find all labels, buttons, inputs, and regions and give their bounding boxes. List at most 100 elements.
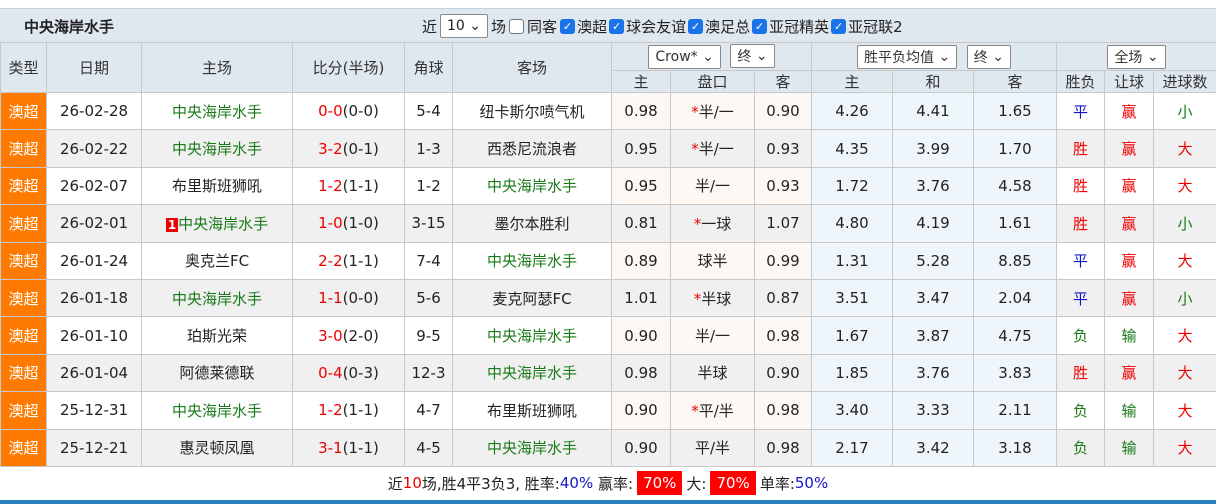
- match-row[interactable]: 澳超 26-02-28 中央海岸水手 0-0(0-0) 5-4 纽卡斯尔喷气机 …: [0, 91, 1216, 131]
- away-team[interactable]: 中央海岸水手: [452, 428, 612, 467]
- handicap-away-odds: 0.99: [754, 241, 812, 280]
- match-row[interactable]: 澳超 26-01-04 阿德莱德联 0-4(0-3) 12-3 中央海岸水手 0…: [0, 353, 1216, 393]
- score[interactable]: 3-0(2-0): [292, 316, 405, 355]
- subcol-header: 胜负: [1056, 70, 1105, 93]
- away-team-name[interactable]: 西悉尼流浪者: [486, 140, 577, 159]
- league-type[interactable]: 澳超: [0, 391, 47, 430]
- away-team-name[interactable]: 中央海岸水手: [486, 177, 577, 196]
- away-team[interactable]: 纽卡斯尔喷气机: [452, 91, 612, 131]
- home-team-name[interactable]: 奥克兰FC: [184, 252, 250, 271]
- score[interactable]: 2-2(1-1): [292, 241, 405, 280]
- home-team-name[interactable]: 惠灵顿凤凰: [179, 439, 255, 458]
- score[interactable]: 0-4(0-3): [292, 353, 405, 393]
- league-type[interactable]: 澳超: [0, 353, 47, 393]
- score[interactable]: 1-2(1-1): [292, 166, 405, 206]
- home-team-name[interactable]: 珀斯光荣: [186, 327, 247, 346]
- home-team-name[interactable]: 阿德莱德联: [179, 364, 255, 383]
- half-score: (1-1): [342, 401, 379, 420]
- league-type[interactable]: 澳超: [0, 204, 47, 243]
- star-mark: *: [691, 401, 699, 420]
- corners: 1-3: [404, 129, 453, 168]
- match-row[interactable]: 澳超 25-12-21 惠灵顿凤凰 3-1(1-1) 4-5 中央海岸水手 0.…: [0, 428, 1216, 467]
- match-date: 26-01-04: [46, 353, 142, 393]
- match-row[interactable]: 澳超 26-01-10 珀斯光荣 3-0(2-0) 9-5 中央海岸水手 0.9…: [0, 316, 1216, 355]
- odds-home: 3.40: [811, 391, 893, 430]
- company-select[interactable]: Crow* ⌄: [648, 45, 721, 69]
- odds-home: 4.35: [811, 129, 893, 168]
- away-team-name[interactable]: 纽卡斯尔喷气机: [479, 102, 585, 121]
- away-team-name[interactable]: 麦克阿瑟FC: [492, 289, 572, 308]
- away-team-name[interactable]: 中央海岸水手: [486, 327, 577, 346]
- away-team[interactable]: 麦克阿瑟FC: [452, 278, 612, 318]
- away-team[interactable]: 中央海岸水手: [452, 241, 612, 280]
- match-row[interactable]: 澳超 26-02-07 布里斯班狮吼 1-2(1-1) 1-2 中央海岸水手 0…: [0, 166, 1216, 206]
- away-team-name[interactable]: 布里斯班狮吼: [486, 401, 577, 420]
- score[interactable]: 3-1(1-1): [292, 428, 405, 467]
- final-select-1[interactable]: 终 ⌄: [730, 44, 775, 68]
- league-type[interactable]: 澳超: [0, 316, 47, 355]
- score[interactable]: 1-0(1-0): [292, 204, 405, 243]
- home-team[interactable]: 阿德莱德联: [141, 353, 293, 393]
- score[interactable]: 1-1(0-0): [292, 278, 405, 318]
- score[interactable]: 0-0(0-0): [292, 91, 405, 131]
- league-type[interactable]: 澳超: [0, 129, 47, 168]
- home-team[interactable]: 珀斯光荣: [141, 316, 293, 355]
- handicap-line-text: 平/半: [694, 439, 731, 458]
- match-row[interactable]: 澳超 26-01-24 奥克兰FC 2-2(1-1) 7-4 中央海岸水手 0.…: [0, 241, 1216, 280]
- score[interactable]: 1-2(1-1): [292, 391, 405, 430]
- match-row[interactable]: 澳超 25-12-31 中央海岸水手 1-2(1-1) 4-7 布里斯班狮吼 0…: [0, 391, 1216, 430]
- result-handicap: 赢: [1104, 91, 1154, 131]
- away-team-name[interactable]: 中央海岸水手: [486, 439, 577, 458]
- league-label: 球会友谊: [626, 17, 687, 36]
- league-type[interactable]: 澳超: [0, 278, 47, 318]
- away-team[interactable]: 中央海岸水手: [452, 353, 612, 393]
- final-select-2[interactable]: 终 ⌄: [966, 44, 1011, 69]
- corners: 4-5: [404, 428, 453, 467]
- result-handicap: 输: [1104, 391, 1154, 430]
- home-team[interactable]: 中央海岸水手: [141, 129, 293, 168]
- scope-select[interactable]: 全场 ⌄: [1107, 44, 1166, 69]
- subcol-header: 和: [892, 70, 974, 93]
- same-guest-checkbox[interactable]: [509, 18, 525, 34]
- league-type[interactable]: 澳超: [0, 166, 47, 206]
- home-team-name[interactable]: 中央海岸水手: [171, 140, 262, 159]
- home-team[interactable]: 布里斯班狮吼: [141, 166, 293, 206]
- league-checkbox[interactable]: ✓: [560, 18, 576, 34]
- home-team-name[interactable]: 中央海岸水手: [171, 401, 262, 420]
- home-team[interactable]: 惠灵顿凤凰: [141, 428, 293, 467]
- home-team[interactable]: 中央海岸水手: [141, 91, 293, 131]
- away-team-name[interactable]: 中央海岸水手: [486, 364, 577, 383]
- count-select[interactable]: 10 ⌄: [440, 14, 489, 38]
- home-team[interactable]: 中央海岸水手: [141, 278, 293, 318]
- handicap-home-odds: 0.90: [611, 316, 671, 355]
- league-checkbox[interactable]: ✓: [831, 18, 847, 34]
- home-team[interactable]: 奥克兰FC: [141, 241, 293, 280]
- away-team-name[interactable]: 中央海岸水手: [486, 252, 577, 271]
- home-team-name[interactable]: 中央海岸水手: [171, 102, 262, 121]
- home-team[interactable]: 中央海岸水手: [141, 391, 293, 430]
- home-team[interactable]: 1 中央海岸水手: [141, 204, 293, 243]
- home-team-name[interactable]: 布里斯班狮吼: [171, 177, 262, 196]
- odds-away: 4.75: [973, 316, 1057, 355]
- home-team-name[interactable]: 中央海岸水手: [171, 289, 262, 308]
- away-team[interactable]: 中央海岸水手: [452, 316, 612, 355]
- odds-type-select[interactable]: 胜平负均值 ⌄: [857, 44, 958, 69]
- match-row[interactable]: 澳超 26-02-01 1 中央海岸水手 1-0(1-0) 3-15 墨尔本胜利 …: [0, 204, 1216, 243]
- away-team[interactable]: 墨尔本胜利: [452, 204, 612, 243]
- match-row[interactable]: 澳超 26-01-18 中央海岸水手 1-1(0-0) 5-6 麦克阿瑟FC 1…: [0, 278, 1216, 318]
- away-team[interactable]: 西悉尼流浪者: [452, 129, 612, 168]
- league-type[interactable]: 澳超: [0, 428, 47, 467]
- final-value-1: 终: [737, 49, 752, 65]
- away-team-name[interactable]: 墨尔本胜利: [494, 214, 570, 233]
- match-row[interactable]: 澳超 26-02-22 中央海岸水手 3-2(0-1) 1-3 西悉尼流浪者 0…: [0, 129, 1216, 168]
- score[interactable]: 3-2(0-1): [292, 129, 405, 168]
- league-checkbox[interactable]: ✓: [752, 18, 768, 34]
- away-team[interactable]: 中央海岸水手: [452, 166, 612, 206]
- league-checkbox[interactable]: ✓: [688, 18, 704, 34]
- league-checkbox[interactable]: ✓: [609, 18, 625, 34]
- result-handicap: 输: [1104, 428, 1154, 467]
- league-type[interactable]: 澳超: [0, 91, 47, 131]
- away-team[interactable]: 布里斯班狮吼: [452, 391, 612, 430]
- league-type[interactable]: 澳超: [0, 241, 47, 280]
- home-team-name[interactable]: 中央海岸水手: [178, 214, 269, 233]
